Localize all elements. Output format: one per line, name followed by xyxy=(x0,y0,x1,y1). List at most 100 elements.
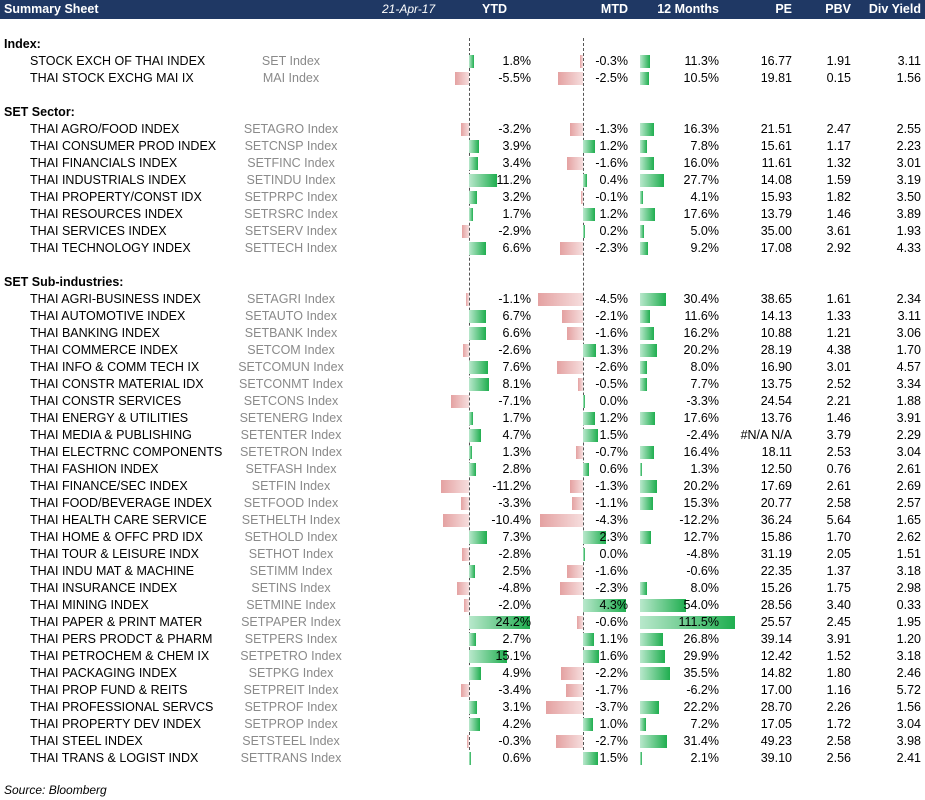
ytd-bar xyxy=(451,395,469,408)
ytd-bar xyxy=(461,225,469,238)
ytd-bar xyxy=(469,565,476,578)
pbv-value: 1.33 xyxy=(826,309,851,323)
table-row[interactable]: THAI CONSTR SERVICES SETCONS Index -7.1% 0.… xyxy=(0,393,925,410)
twelve-month-value: 29.9% xyxy=(683,649,719,663)
twelve-month-value: 10.5% xyxy=(683,71,719,85)
twelve-month-value: 15.3% xyxy=(683,496,719,510)
table-row[interactable]: THAI HEALTH CARE SERVICE SETHELTH Index -1… xyxy=(0,512,925,529)
ticker-symbol: SETTRANS Index xyxy=(240,751,342,765)
table-row[interactable]: THAI AGRO/FOOD INDEX SETAGRO Index -3.2% -1… xyxy=(0,121,925,138)
table-row[interactable]: THAI FOOD/BEVERAGE INDEX SETFOOD Index -3.… xyxy=(0,495,925,512)
twelve-month-bar xyxy=(640,701,659,714)
mtd-value: 0.6% xyxy=(599,462,629,476)
ytd-value: -11.2% xyxy=(492,479,531,493)
twelve-month-value: 22.2% xyxy=(683,700,719,714)
pbv-value: 1.52 xyxy=(826,649,851,663)
table-row[interactable]: THAI PROPERTY/CONST IDX SETPRPC Index 3.2%… xyxy=(0,189,925,206)
ytd-value: -4.8% xyxy=(498,581,531,595)
ytd-value: -1.1% xyxy=(498,292,531,306)
div-yield-value: 3.04 xyxy=(896,717,921,731)
table-row[interactable]: THAI INDUSTRIALS INDEX SETINDU Index 11.2%… xyxy=(0,172,925,189)
table-row[interactable]: THAI PAPER & PRINT MATER SETPAPER Index 24… xyxy=(0,614,925,631)
ticker-symbol: SETIMM Index xyxy=(249,564,333,578)
index-name: THAI PROP FUND & REITS xyxy=(30,683,188,697)
pbv-value: 2.58 xyxy=(826,496,851,510)
table-row[interactable]: STOCK EXCH OF THAI INDEX SET Index 1.8% -0.… xyxy=(0,53,925,70)
pbv-value: 0.76 xyxy=(826,462,851,476)
table-row[interactable]: THAI ENERGY & UTILITIES SETENERG Index 1.7… xyxy=(0,410,925,427)
ytd-value: 2.7% xyxy=(502,632,532,646)
table-row[interactable]: THAI FINANCIALS INDEX SETFINC Index 3.4% -1… xyxy=(0,155,925,172)
div-yield-value: 4.33 xyxy=(896,241,921,255)
ticker-symbol: SET Index xyxy=(261,54,321,68)
table-row[interactable]: THAI FINANCE/SEC INDEX SETFIN Index -11.2%… xyxy=(0,478,925,495)
table-row[interactable]: THAI INSURANCE INDEX SETINS Index -4.8% -2.… xyxy=(0,580,925,597)
report-date: 21-Apr-17 xyxy=(382,2,436,16)
table-row[interactable]: THAI PROPERTY DEV INDEX SETPROP Index 4.2%… xyxy=(0,716,925,733)
table-row[interactable]: THAI AGRI-BUSINESS INDEX SETAGRI Index -1.… xyxy=(0,291,925,308)
col-header-pe: PE xyxy=(775,2,792,16)
table-row[interactable]: THAI PROFESSIONAL SERVCS SETPROF Index 3.1… xyxy=(0,699,925,716)
table-row[interactable]: THAI TRANS & LOGIST INDX SETTRANS Index 0.… xyxy=(0,750,925,767)
mtd-value: 1.5% xyxy=(599,428,629,442)
twelve-month-value: -3.3% xyxy=(686,394,719,408)
table-row[interactable]: THAI BANKING INDEX SETBANK Index 6.6% -1.6%… xyxy=(0,325,925,342)
table-row[interactable]: THAI INDU MAT & MACHINE SETIMM Index 2.5% -… xyxy=(0,563,925,580)
table-row[interactable]: THAI PACKAGING INDEX SETPKG Index 4.9% -2.2… xyxy=(0,665,925,682)
ytd-value: 8.1% xyxy=(502,377,532,391)
index-name: THAI PACKAGING INDEX xyxy=(30,666,178,680)
table-row[interactable]: THAI INFO & COMM TECH IX SETCOMUN Index 7.… xyxy=(0,359,925,376)
table-row[interactable]: THAI SERVICES INDEX SETSERV Index -2.9% 0.2… xyxy=(0,223,925,240)
ytd-value: -3.4% xyxy=(498,683,531,697)
mtd-value: -1.7% xyxy=(595,683,628,697)
pe-value: 39.10 xyxy=(760,751,792,765)
mtd-bar xyxy=(583,548,585,561)
pe-value: 25.57 xyxy=(760,615,792,629)
table-row[interactable]: THAI CONSUMER PROD INDEX SETCNSP Index 3.9… xyxy=(0,138,925,155)
ytd-bar xyxy=(464,599,469,612)
table-row[interactable]: THAI HOME & OFFC PRD IDX SETHOLD Index 7.3… xyxy=(0,529,925,546)
ticker-symbol: SETPAPER Index xyxy=(241,615,341,629)
mtd-value: -1.6% xyxy=(595,564,628,578)
twelve-month-value: 11.3% xyxy=(684,54,719,68)
table-row[interactable]: THAI TECHNOLOGY INDEX SETTECH Index 6.6% -2… xyxy=(0,240,925,257)
table-row[interactable]: THAI STOCK EXCHG MAI IX MAI Index -5.5% -2.… xyxy=(0,70,925,87)
table-row[interactable]: THAI FASHION INDEX SETFASH Index 2.8% 0.6% 1… xyxy=(0,461,925,478)
ytd-bar xyxy=(469,446,473,459)
table-row[interactable]: THAI PETROCHEM & CHEM IX SETPETRO Index 15… xyxy=(0,648,925,665)
table-row[interactable]: THAI STEEL INDEX SETSTEEL Index -0.3% -2.7%… xyxy=(0,733,925,750)
table-row[interactable]: THAI PERS PRODCT & PHARM SETPERS Index 2.7… xyxy=(0,631,925,648)
table-row[interactable]: THAI MEDIA & PUBLISHING SETENTER Index 4.7… xyxy=(0,427,925,444)
twelve-month-bar xyxy=(640,174,664,187)
twelve-month-bar xyxy=(640,327,654,340)
ytd-bar xyxy=(469,616,530,629)
table-row[interactable]: THAI RESOURCES INDEX SETRSRC Index 1.7% 1.2… xyxy=(0,206,925,223)
table-row[interactable]: THAI TOUR & LEISURE INDX SETHOT Index -2.8… xyxy=(0,546,925,563)
pe-value: 19.81 xyxy=(760,71,792,85)
table-row[interactable]: THAI AUTOMOTIVE INDEX SETAUTO Index 6.7% -2… xyxy=(0,308,925,325)
twelve-month-value: 7.2% xyxy=(690,717,720,731)
pe-value: 38.65 xyxy=(760,292,792,306)
table-row[interactable]: THAI MINING INDEX SETMINE Index -2.0% 4.3% 5… xyxy=(0,597,925,614)
table-row[interactable]: THAI CONSTR MATERIAL IDX SETCONMT Index 8.… xyxy=(0,376,925,393)
table-row[interactable]: THAI COMMERCE INDEX SETCOM Index -2.6% 1.3%… xyxy=(0,342,925,359)
mtd-value: 1.0% xyxy=(599,717,629,731)
ytd-bar xyxy=(469,327,486,340)
div-yield-value: 2.98 xyxy=(896,581,921,595)
table-row[interactable]: THAI ELECTRNC COMPONENTS SETETRON Index 1.… xyxy=(0,444,925,461)
pbv-value: 1.17 xyxy=(826,139,851,153)
mtd-bar xyxy=(546,701,583,714)
div-yield-value: 3.01 xyxy=(896,156,921,170)
pbv-value: 2.56 xyxy=(826,751,851,765)
table-row[interactable]: THAI PROP FUND & REITS SETPREIT Index -3.4… xyxy=(0,682,925,699)
mtd-value: -1.3% xyxy=(595,479,628,493)
mtd-bar xyxy=(570,480,583,493)
mtd-bar xyxy=(583,395,585,408)
ytd-value: 15.1% xyxy=(495,649,531,663)
mtd-value: -1.1% xyxy=(595,496,628,510)
mtd-bar xyxy=(583,140,595,153)
mtd-value: -2.6% xyxy=(595,360,628,374)
mtd-bar xyxy=(580,55,583,68)
twelve-month-value: 16.4% xyxy=(683,445,719,459)
mtd-value: -0.6% xyxy=(595,615,628,629)
